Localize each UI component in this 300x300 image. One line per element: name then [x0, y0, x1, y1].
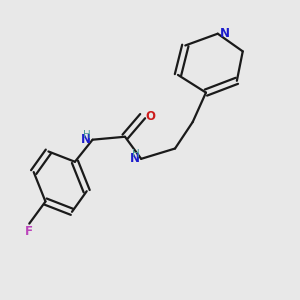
- Text: H: H: [132, 149, 140, 159]
- Text: N: N: [130, 152, 140, 165]
- Text: F: F: [25, 225, 33, 238]
- Text: N: N: [81, 133, 91, 146]
- Text: O: O: [145, 110, 155, 123]
- Text: H: H: [83, 130, 91, 140]
- Text: N: N: [220, 27, 230, 40]
